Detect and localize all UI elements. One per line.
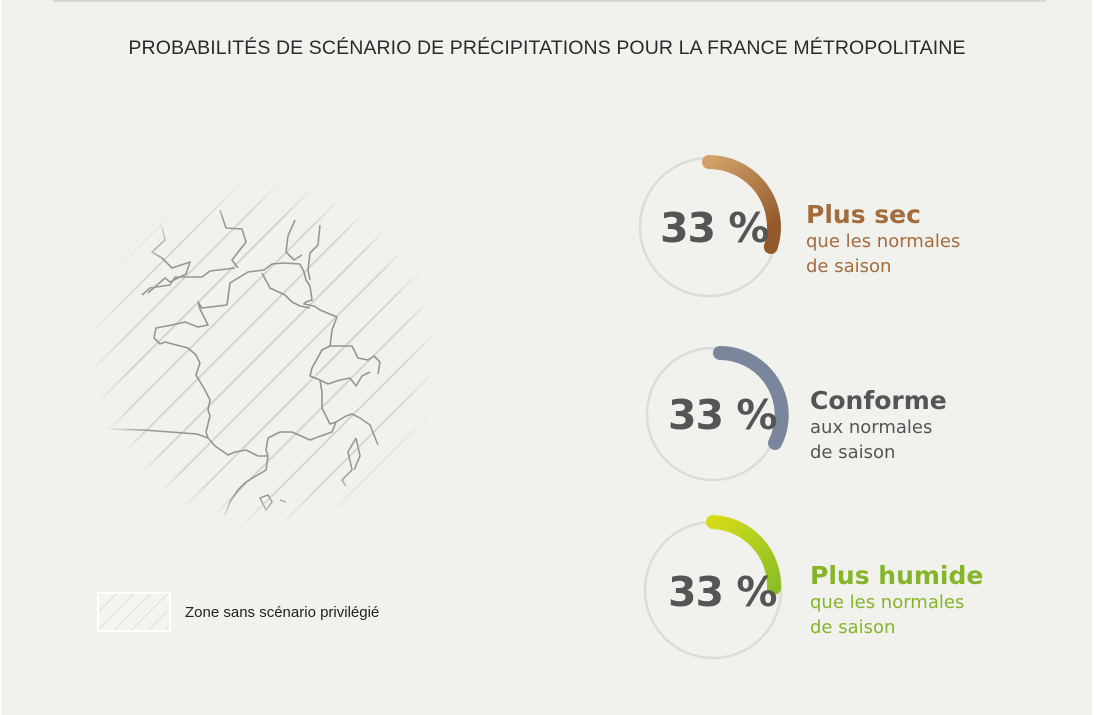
scenario-title: Plus humide (810, 561, 984, 590)
scenario-plus-humide: 33 % Plus humide que les normales de sai… (642, 514, 1022, 664)
top-divider (53, 0, 1046, 2)
scenario-subtitle-1: que les normales (806, 231, 961, 252)
scenario-title: Conforme (810, 386, 947, 415)
scenario-subtitle-2: de saison (810, 617, 896, 638)
scenario-subtitle-2: de saison (806, 256, 892, 277)
france-map-icon (90, 180, 440, 530)
percent-value: 33 % (668, 568, 777, 616)
scenario-subtitle-1: que les normales (810, 592, 965, 613)
scenario-label: Plus sec que les normales de saison (806, 201, 960, 279)
scenario-subtitle-1: aux normales (810, 417, 933, 438)
page-title: PROBABILITÉS DE SCÉNARIO DE PRÉCIPITATIO… (128, 37, 966, 59)
percent-value: 33 % (668, 391, 777, 439)
scenario-label: Conforme aux normales de saison (810, 387, 947, 465)
percent-value: 33 % (660, 204, 769, 252)
scenario-subtitle-2: de saison (810, 442, 896, 463)
scenario-label: Plus humide que les normales de saison (810, 562, 983, 640)
donut-gauge-wet (643, 515, 783, 660)
donut-gauge-normal (645, 346, 789, 482)
scenario-title: Plus sec (806, 200, 921, 229)
donut-gauge-dry (638, 155, 781, 298)
scenario-conforme: 33 % Conforme aux normales de saison (642, 339, 1002, 489)
scenario-plus-sec: 33 % Plus sec que les normales de saison (636, 153, 996, 303)
hatch-swatch-icon (97, 592, 171, 632)
legend-label: Zone sans scénario privilégié (185, 603, 380, 621)
legend: Zone sans scénario privilégié (97, 592, 379, 632)
